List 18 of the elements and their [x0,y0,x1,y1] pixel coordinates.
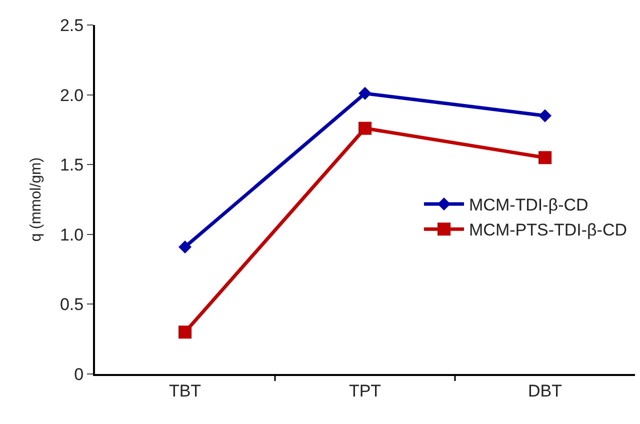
x-tick-label: TPT [348,381,382,400]
x-tick-label: TBT [168,381,202,400]
legend-label: MCM-TDI-β-CD [469,196,588,215]
point [358,86,372,100]
y-axis-title: q (mmol/gm) [28,157,45,242]
y-tick-label: 0 [74,364,84,384]
y-tick-label: 2.0 [60,86,84,105]
y-tick-label: 0.5 [60,295,84,314]
y-tick-label: 1.0 [60,225,84,244]
point [358,122,372,135]
legend-label: MCM-PTS-TDI-β-CD [469,220,628,240]
point [538,109,552,122]
y-tick-label: 1.5 [60,156,84,175]
y-tick-label: 2.5 [60,16,84,35]
point [538,151,552,164]
point [178,326,192,339]
x-tick-label: DBT [528,381,562,400]
point [178,240,192,254]
